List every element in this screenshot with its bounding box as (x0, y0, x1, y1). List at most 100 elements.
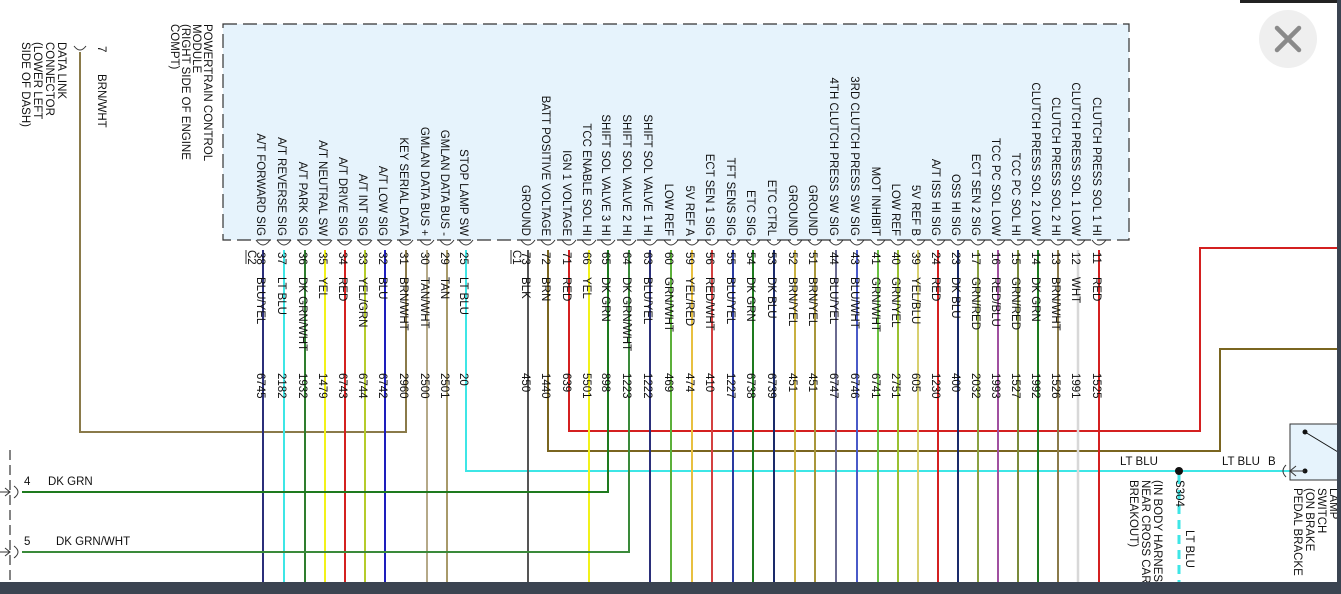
pin-function-label: A/T ISS HI SIG (929, 159, 941, 236)
circuit-number: 1527 (1009, 373, 1021, 399)
circuit-number: 1991 (1069, 373, 1081, 399)
switch-terminal-icon (1282, 464, 1287, 478)
wire-color-label: DK BLU (949, 277, 961, 319)
pin-function-label: A/T REVERSE SIG (275, 137, 287, 236)
circuit-number: 469 (662, 373, 674, 392)
pin-function-label: 3RD CLUTCH PRESS SW SIG (848, 76, 860, 236)
wire-color-label: BRN/YEL (806, 277, 818, 327)
pin-number: 51 (806, 252, 818, 265)
circuit-number: 1525 (1090, 373, 1102, 399)
wire-color-label: DK GRN/WHT (296, 277, 308, 351)
wire-color-label: WHT (1069, 277, 1081, 303)
pin-terminal-icon (1070, 239, 1086, 246)
wire-color-label: YEL/BLU (909, 277, 921, 324)
pin-number: 25 (457, 252, 469, 265)
pin-terminal-icon (398, 239, 414, 246)
pin-number: 35 (316, 252, 328, 265)
circuit-number: 1526 (1049, 373, 1061, 399)
pin-number: 11 (1090, 252, 1102, 264)
data-link-title-line: SIDE OF DASH) (19, 42, 31, 127)
wire-color-label: YEL (316, 277, 328, 299)
pin-labels: C2 C1 A/T FORWARD SIG 38 BLU/YEL 6745 A/T REVE… (245, 76, 1107, 399)
wire-color-label: DK GRN (744, 277, 756, 322)
circuit-number: 2500 (418, 373, 430, 399)
pin-number: 13 (1049, 252, 1061, 265)
data-link-title-line: CONNECTOR (43, 42, 55, 116)
pin-terminal-icon (317, 239, 333, 246)
wire-color-label: BLU/YEL (254, 277, 266, 325)
pin-number: 38 (254, 252, 266, 265)
pin-function-label: LOW REF (889, 184, 901, 236)
circuit-number: 898 (599, 373, 611, 392)
pin-number: 55 (724, 252, 736, 265)
pin-function-label: A/T NEUTRAL SW (316, 140, 328, 236)
wire-71 (568, 247, 1337, 432)
wire-color-label: BRN (539, 277, 551, 301)
circuit-number: 451 (806, 373, 818, 392)
switch-title-line: SWITCH (1315, 488, 1327, 533)
pin-function-label: A/T DRIVE SIG (336, 157, 348, 236)
splice-wire-right-label: LT BLU (1222, 456, 1260, 468)
window-right-edge (1337, 0, 1341, 582)
pin-number: 24 (929, 252, 941, 265)
left-connector-terminal-icon (13, 485, 19, 499)
pin-number: 63 (641, 252, 653, 265)
pin-terminal-icon (520, 239, 536, 246)
circuit-number: 2501 (438, 373, 450, 399)
pin-terminal-icon (276, 239, 292, 246)
pin-number: 60 (662, 252, 674, 265)
pin-terminal-icon (990, 239, 1006, 246)
circuit-number: 1993 (989, 373, 1001, 399)
pin-number: 66 (580, 252, 592, 265)
close-button[interactable] (1259, 10, 1317, 68)
bottom-toolbar (0, 582, 1341, 594)
pin-function-label: CLUTCH PRESS SOL 2 LOW (1029, 82, 1041, 236)
pin-function-label: BATT POSITIVE VOLTAGE (539, 96, 551, 237)
wire-color-label: BRN/WHT (397, 277, 409, 331)
switch-title-line: (ON BRAKE (1303, 488, 1315, 552)
wire-color-label: TAN/WHT (418, 277, 430, 329)
circuit-number: 450 (519, 373, 531, 392)
circuit-number: 2960 (397, 373, 409, 399)
module-title-line: COMPT) (168, 24, 180, 70)
circuit-number: 6744 (356, 373, 368, 399)
pin-number: 72 (539, 252, 551, 265)
pin-function-label: CLUTCH PRESS SOL 2 HI (1049, 97, 1061, 236)
data-link-title-line: DATA LINK (55, 42, 67, 99)
connector-label-c2: C2 (245, 250, 257, 265)
wire-color-label: GRN/YEL (889, 277, 901, 328)
pin-terminal-icon (849, 239, 865, 246)
connector-label-c1: C1 (510, 250, 522, 265)
pin-number: 23 (949, 252, 961, 265)
pin-function-label: GMLAN DATA BUS - (438, 130, 450, 236)
circuit-number: 474 (683, 373, 695, 393)
pin-function-label: GROUND (786, 185, 798, 236)
pin-function-label: 5V REF B (909, 185, 921, 236)
switch-title-line: LAMP (1327, 488, 1339, 520)
wire-color-label: BRN/YEL (786, 277, 798, 327)
pin-terminal-icon (561, 239, 577, 246)
pin-number: 71 (560, 252, 572, 265)
left-connector-terminal-icon (13, 545, 19, 559)
pin-function-label: TFT SENS SIG (724, 158, 736, 236)
circuit-number: 410 (703, 373, 715, 392)
pin-terminal-icon (787, 239, 803, 246)
pin-number: 37 (275, 252, 287, 265)
pin-terminal-icon (970, 239, 986, 246)
splice-wire-left-label: LT BLU (1120, 456, 1158, 468)
circuit-number: 605 (909, 373, 921, 392)
pin-terminal-icon (581, 239, 597, 246)
pin-function-label: CLUTCH PRESS SOL 1 LOW (1069, 82, 1081, 236)
close-icon (1274, 25, 1302, 53)
circuit-number: 2182 (275, 373, 287, 399)
data-link-pin-number: 7 (95, 46, 107, 52)
data-link-title-line: (LOWER LEFT (31, 42, 43, 119)
wire-color-label: RED/WHT (703, 277, 715, 331)
pin-terminal-icon (870, 239, 886, 246)
pin-function-label: CLUTCH PRESS SOL 1 HI (1090, 97, 1102, 236)
pin-function-label: TCC ENABLE SOL HI (580, 123, 592, 236)
pin-terminal-icon (684, 239, 700, 246)
pin-number: 56 (703, 252, 715, 265)
circuit-number: 6741 (869, 373, 881, 399)
